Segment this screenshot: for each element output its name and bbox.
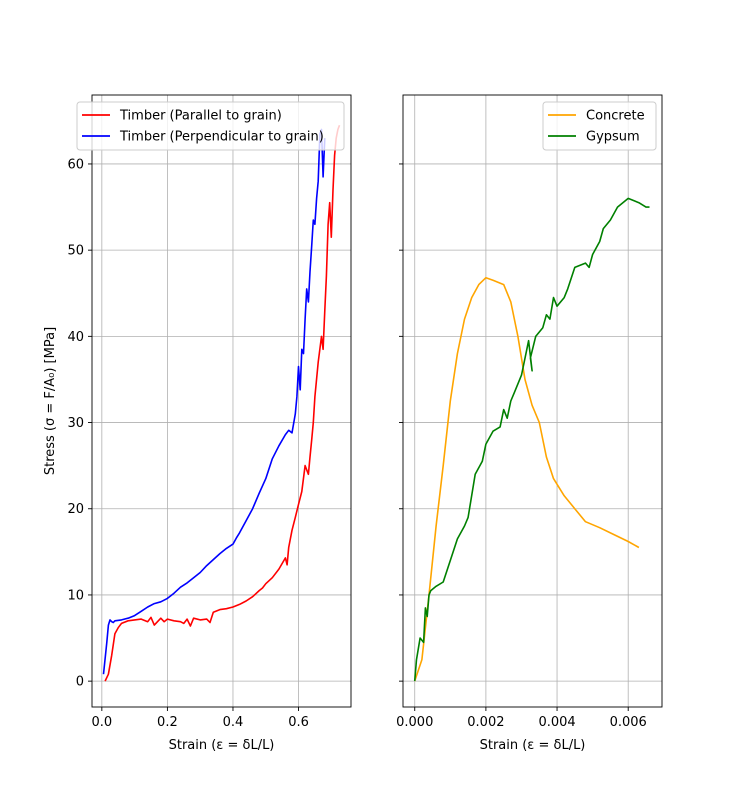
- legend-box: [542, 101, 657, 151]
- x-tick-label: 0.002: [467, 715, 504, 730]
- y-axis-label: Stress (σ = F/A₀) [MPa]: [43, 327, 58, 475]
- x-tick-label: 0.004: [538, 715, 575, 730]
- y-tick-label: 10: [67, 588, 84, 603]
- concrete-gypsum-subplot: 0.000 0.002 0.004 0.006 Strain (ε = δL/L) Con…: [396, 94, 663, 753]
- x-tick-label: 0.0: [91, 715, 112, 730]
- y-tick-label: 40: [67, 330, 84, 345]
- legend: Timber (Parallel to grain) Timber (Perpen…: [76, 101, 345, 151]
- legend-label: Gypsum: [586, 130, 640, 145]
- series-line-timber-perpendicular-to-grain: [102, 128, 326, 675]
- y-tick-label: 60: [67, 157, 84, 172]
- legend-box: [76, 101, 345, 151]
- legend-label: Concrete: [586, 109, 645, 124]
- y-tick-label: 50: [67, 244, 84, 259]
- axes-frame: [91, 94, 352, 708]
- timber-subplot: 0.0 0.2 0.4 0.6 0 10 20 30 40 50 60 Strain (ε = δL/…: [43, 94, 352, 753]
- y-tick-label: 20: [67, 502, 84, 517]
- series-line-gypsum: [413, 197, 650, 682]
- legend-label: Timber (Parallel to grain): [119, 109, 282, 124]
- y-tick-label: 0: [76, 675, 84, 690]
- legend: Concrete Gypsum: [542, 101, 657, 151]
- x-axis-label: Strain (ε = δL/L): [169, 738, 275, 753]
- y-tick-label: 30: [67, 416, 84, 431]
- x-tick-label: 0.6: [288, 715, 309, 730]
- x-axis-label: Strain (ε = δL/L): [480, 738, 586, 753]
- x-tick-label: 0.006: [610, 715, 647, 730]
- series-line-concrete: [413, 276, 640, 682]
- x-tick-label: 0.4: [223, 715, 244, 730]
- series-line-timber-parallel-to-grain: [104, 124, 341, 682]
- x-tick-label: 0.2: [157, 715, 178, 730]
- x-tick-label: 0.000: [396, 715, 433, 730]
- legend-label: Timber (Perpendicular to grain): [119, 130, 324, 145]
- axes-frame: [402, 94, 663, 708]
